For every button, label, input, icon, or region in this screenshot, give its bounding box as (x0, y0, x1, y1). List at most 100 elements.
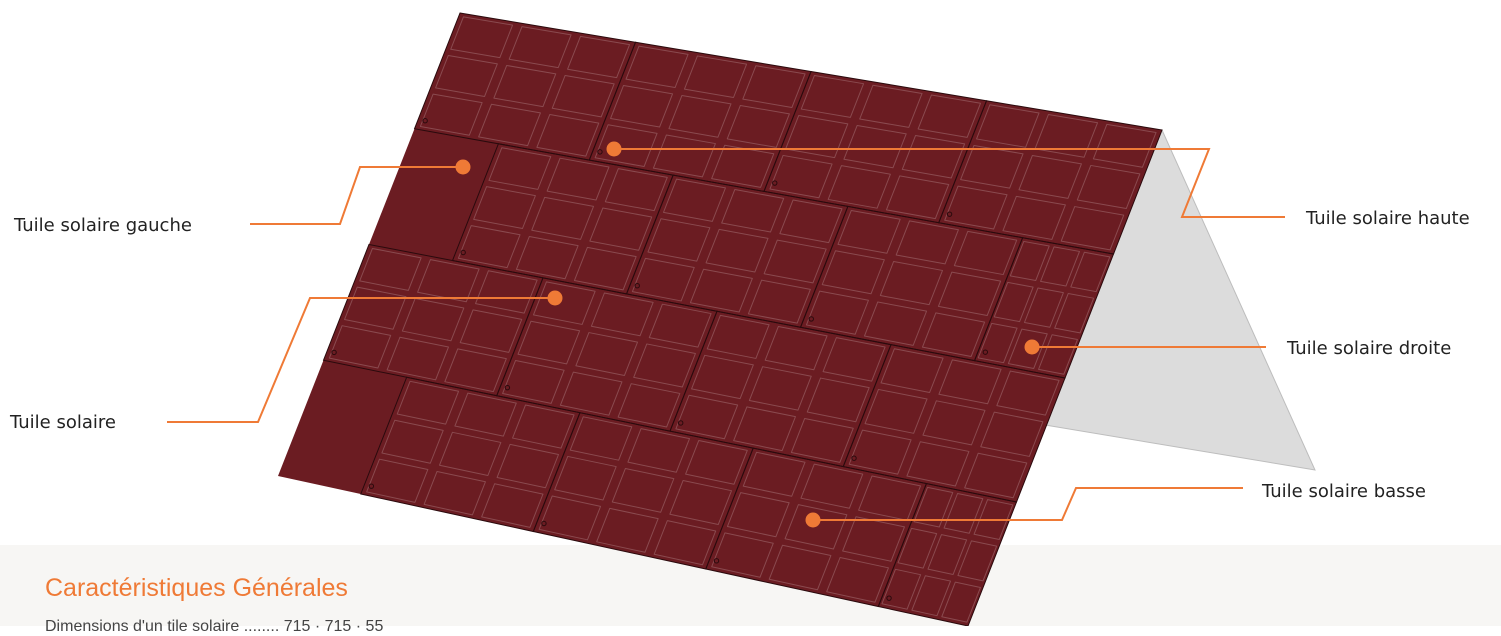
solar-cell (763, 239, 827, 284)
solar-cell (784, 504, 848, 550)
solar-cell (885, 175, 950, 220)
solar-cell (685, 439, 748, 485)
solar-cell (848, 429, 912, 475)
solar-cell (475, 270, 538, 314)
tile-screw-hole (851, 455, 857, 461)
solar-cell (779, 199, 843, 244)
solar-cell (589, 207, 653, 251)
solar-cell (488, 147, 552, 190)
solar-cell (419, 93, 483, 136)
label-tuile-solaire-droite: Tuile solaire droite (1286, 338, 1451, 359)
solar-cell (913, 486, 954, 528)
solar-cell (675, 394, 739, 440)
solar-cell (769, 154, 833, 199)
solar-cell (805, 290, 869, 335)
solar-cell (546, 157, 610, 201)
solar-cell (821, 250, 885, 295)
solar-cell (911, 575, 952, 617)
solar-cell (617, 383, 681, 428)
solar-cell (879, 260, 943, 306)
solar-cell (1092, 123, 1157, 168)
solar-cell (1023, 287, 1064, 328)
solar-cell (944, 185, 1008, 230)
solar-cell (496, 443, 560, 489)
solar-cell (627, 428, 691, 473)
solar-cell (473, 186, 536, 230)
solar-cell (454, 392, 517, 437)
solar-cell (943, 492, 984, 534)
solar-cell (1034, 114, 1099, 158)
solar-cell (573, 246, 637, 291)
solar-cell (826, 556, 889, 603)
solar-cell (842, 516, 905, 562)
solar-cell (517, 320, 581, 365)
solar-cell (1009, 240, 1050, 282)
solar-cell (822, 337, 886, 382)
solar-cell (973, 499, 1014, 541)
marker-dot-top (606, 141, 622, 157)
marker-dot-bottom (805, 512, 821, 528)
solar-cell (691, 354, 754, 400)
solar-cell (594, 124, 658, 168)
solar-cell (964, 452, 1028, 499)
solar-cell (611, 467, 675, 513)
solar-cell (366, 458, 429, 503)
leader-line-center (167, 297, 555, 423)
solar-cell (800, 463, 864, 509)
solar-cell (359, 247, 422, 291)
solar-cell (417, 259, 480, 303)
tile-screw-hole (677, 420, 684, 426)
solar-cell (551, 74, 615, 118)
tile-screw-hole (982, 349, 989, 355)
tile-screw-hole (460, 249, 466, 256)
solar-cell (711, 532, 774, 578)
solar-cell (941, 581, 981, 623)
solar-cell (764, 325, 828, 371)
solar-cell (837, 209, 901, 254)
solar-cell (927, 534, 968, 575)
label-tuile-solaire-gauche: Tuile solaire gauche (13, 215, 192, 236)
solar-cell (705, 228, 769, 273)
solar-cell (901, 134, 966, 179)
solar-cell (733, 406, 796, 452)
solar-cell (508, 26, 572, 69)
solar-cell (575, 332, 639, 376)
solar-cell (895, 220, 959, 265)
tile-screw-hole (331, 349, 337, 356)
solar-cell (790, 417, 854, 463)
solar-cell (478, 103, 541, 147)
solar-cell (827, 165, 891, 209)
solar-cell (711, 144, 775, 188)
marker-dot-center (547, 290, 563, 306)
solar-cell (668, 94, 732, 138)
tile-screw-hole (597, 149, 603, 155)
leader-line-left (250, 166, 463, 225)
solar-cell (726, 104, 790, 148)
solar-cell (439, 431, 502, 476)
tile-screw-hole (368, 483, 375, 489)
solar-cell (554, 455, 617, 501)
solar-cell (396, 380, 460, 425)
solar-cell (863, 301, 928, 346)
solar-cell (917, 94, 982, 138)
solar-cell (633, 343, 696, 388)
solar-cell (567, 35, 631, 79)
solar-cell (459, 309, 523, 353)
solar-cell (921, 312, 986, 357)
solar-cell (559, 371, 623, 416)
solar-cell (457, 225, 521, 269)
label-tuile-solaire-haute: Tuile solaire haute (1305, 208, 1470, 229)
solar-cell (742, 451, 806, 497)
solar-cell (1060, 206, 1125, 251)
solar-cell (669, 480, 732, 526)
solar-cell (1007, 328, 1048, 369)
solar-cell (748, 366, 812, 411)
solar-cell (721, 189, 785, 233)
solar-cell (344, 286, 407, 330)
solar-cell (897, 527, 938, 569)
solar-cell (938, 359, 1002, 405)
solar-cell (996, 370, 1060, 416)
leader-line-bottom (813, 487, 1243, 521)
solar-cell (1076, 164, 1141, 210)
solar-cell (604, 168, 668, 212)
